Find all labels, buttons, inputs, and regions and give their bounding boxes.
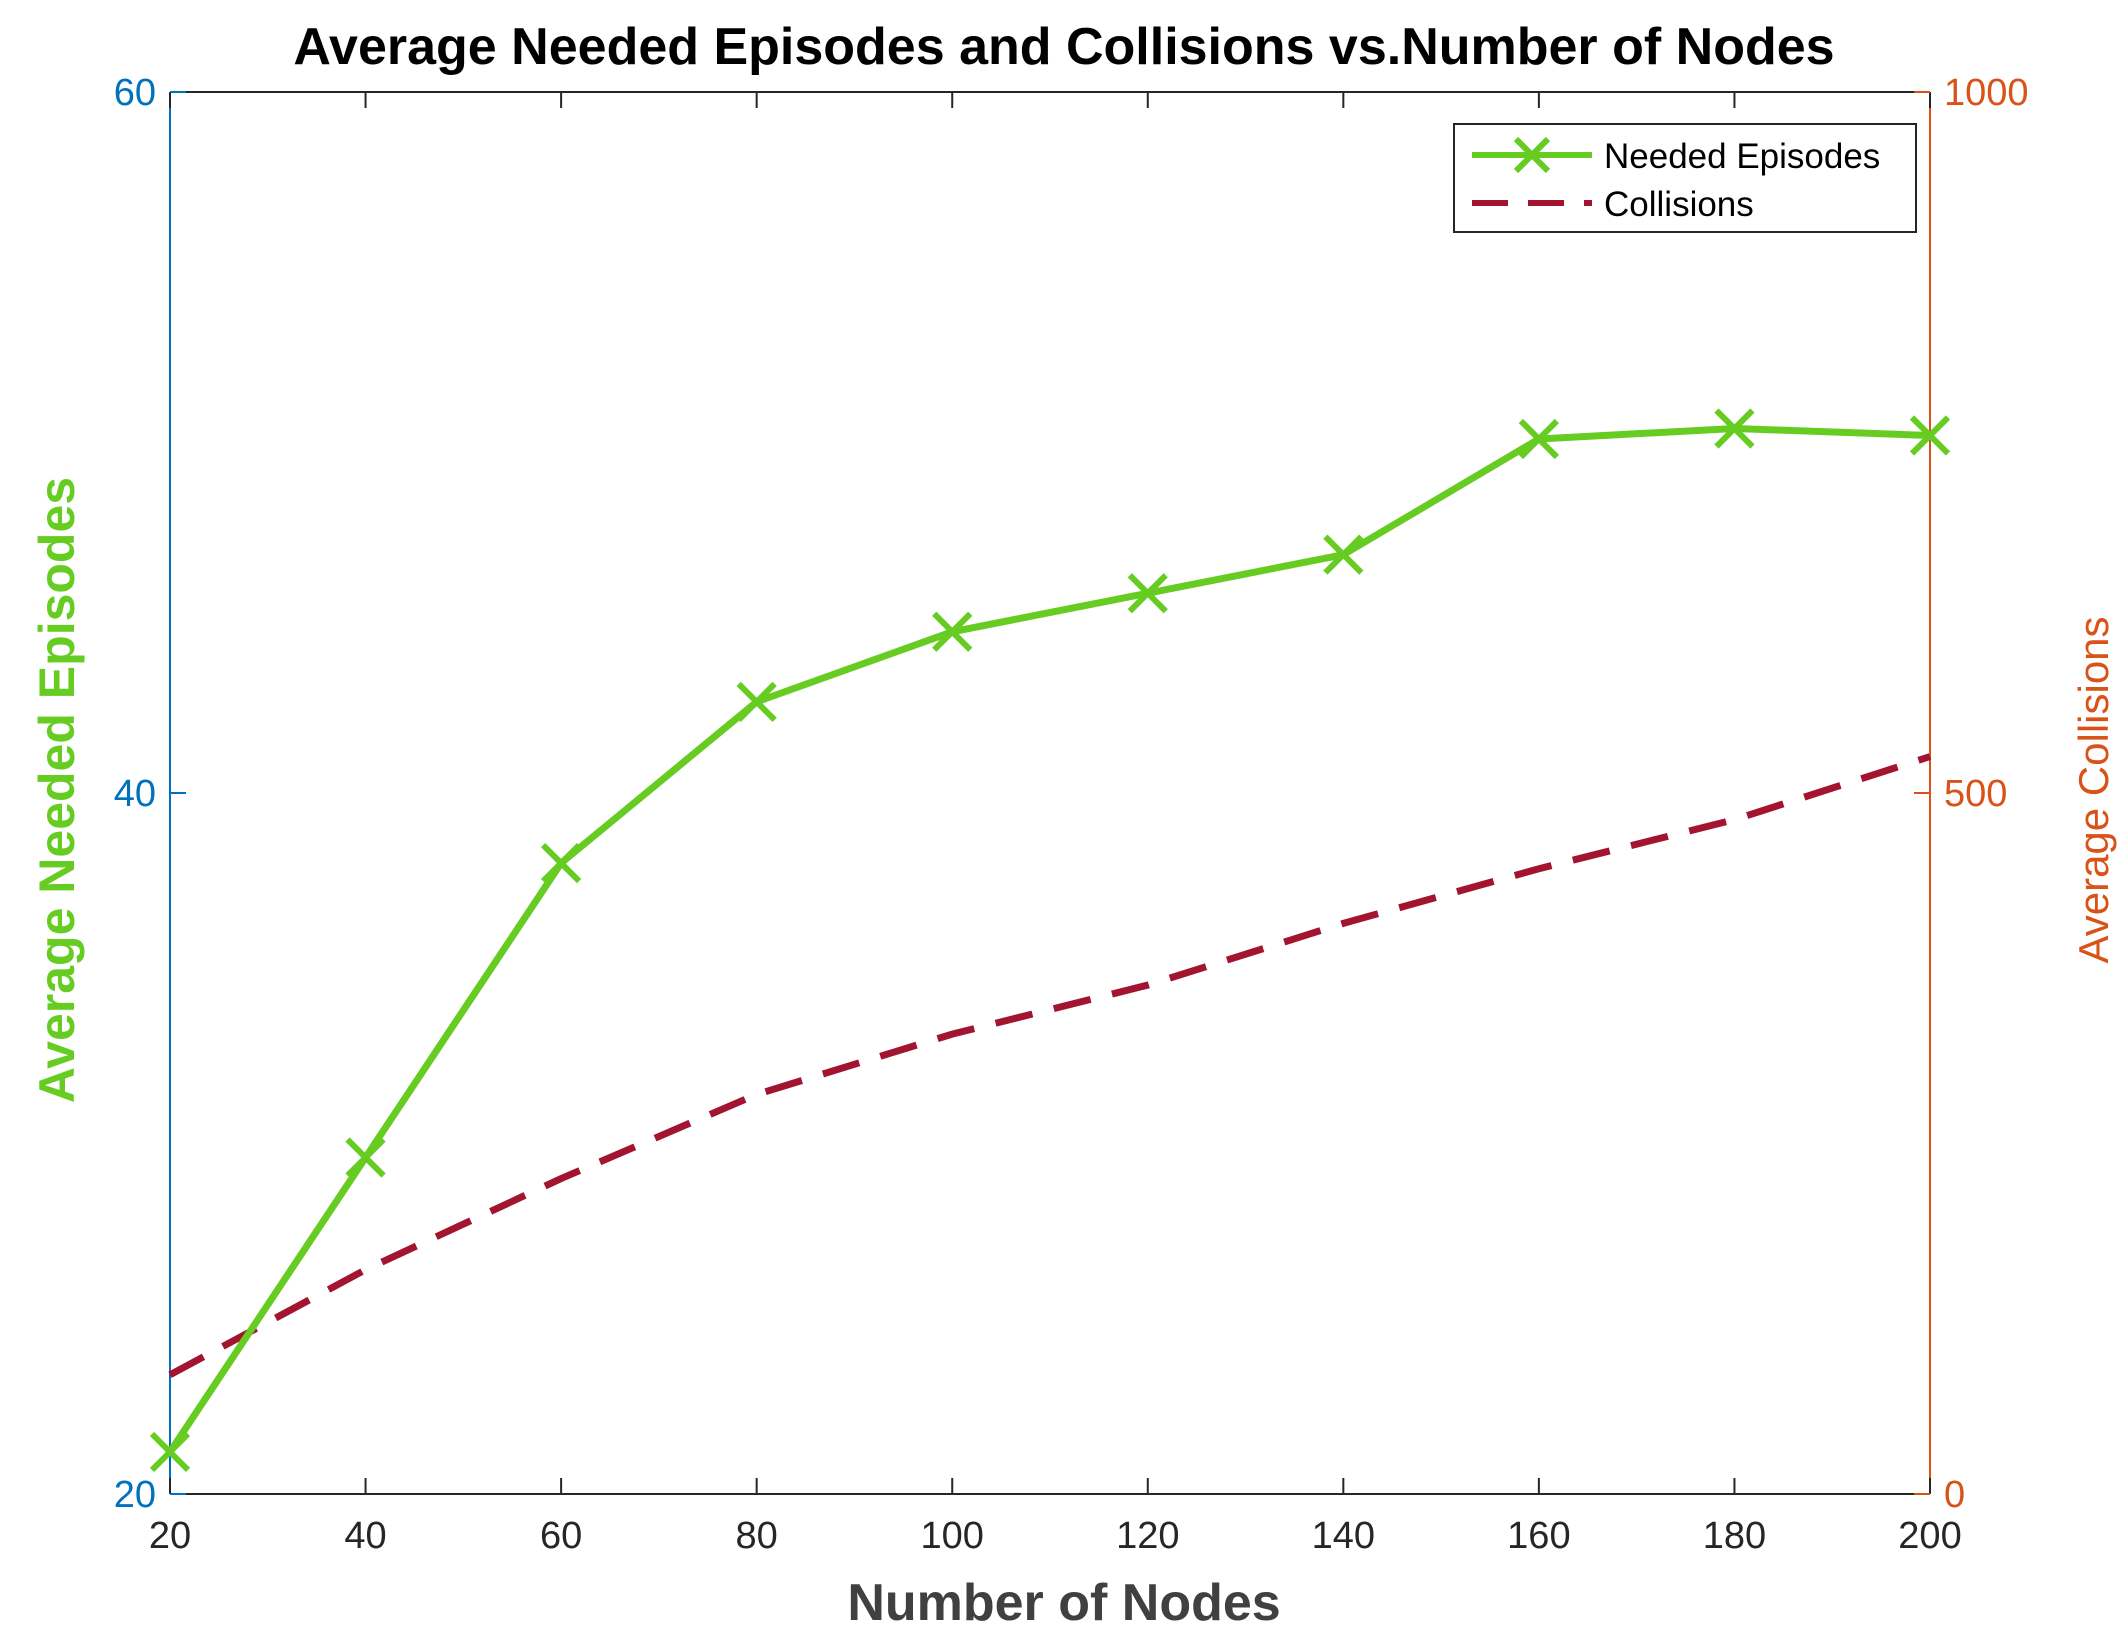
series-needed-episodes <box>149 408 1951 1473</box>
series-collisions <box>168 753 1932 1378</box>
x-tick-label: 120 <box>1116 1515 1179 1557</box>
right-y-ticks: 0 500 1000 <box>1914 72 2029 1516</box>
left-y-axis-label: Average Needed Episodes <box>29 477 85 1103</box>
x-tick-label: 180 <box>1703 1515 1766 1557</box>
needed-episodes-marker <box>736 681 777 722</box>
chart-title: Average Needed Episodes and Collisions v… <box>293 18 1834 76</box>
needed-episodes-marker <box>540 842 582 884</box>
needed-episodes-marker <box>932 611 973 652</box>
legend-box <box>1453 123 1917 233</box>
needed-episodes-line <box>167 424 1931 1454</box>
needed-episodes-marker <box>149 1431 191 1473</box>
legend-label-collisions: Collisions <box>1604 185 1754 224</box>
collisions-line <box>168 753 1932 1378</box>
left-y-ticks: 20 40 60 <box>114 72 186 1516</box>
needed-episodes-marker <box>1518 418 1560 460</box>
left-y-tick-label: 40 <box>114 773 156 815</box>
x-axis-label: Number of Nodes <box>847 1574 1280 1632</box>
legend: Needed Episodes Collisions <box>1453 123 1917 233</box>
left-y-tick-label: 60 <box>114 72 156 114</box>
needed-episodes-marker <box>1909 415 1951 456</box>
x-tick-label: 160 <box>1507 1515 1570 1557</box>
right-y-tick-label: 500 <box>1944 773 2007 815</box>
x-tick-label: 20 <box>149 1515 191 1557</box>
right-y-tick-label: 0 <box>1944 1474 1965 1516</box>
needed-episodes-marker <box>345 1137 386 1178</box>
x-tick-label: 140 <box>1312 1515 1375 1557</box>
x-ticks: 20 40 60 80 100 120 140 160 180 200 <box>149 92 1962 1557</box>
right-y-axis-label: Average Collisions <box>2070 616 2117 963</box>
x-tick-label: 80 <box>736 1515 778 1557</box>
legend-marker-needed-episodes <box>1513 136 1551 174</box>
needed-episodes-marker <box>1714 408 1755 449</box>
right-y-tick-label: 1000 <box>1944 72 2029 114</box>
x-tick-label: 40 <box>344 1515 386 1557</box>
x-tick-label: 100 <box>921 1515 984 1557</box>
legend-label-needed-episodes: Needed Episodes <box>1604 137 1880 176</box>
x-tick-label: 60 <box>540 1515 582 1557</box>
left-y-tick-label: 20 <box>114 1474 156 1516</box>
needed-episodes-marker <box>1127 573 1168 614</box>
x-tick-label: 200 <box>1898 1515 1961 1557</box>
needed-episodes-marker <box>1323 534 1364 575</box>
